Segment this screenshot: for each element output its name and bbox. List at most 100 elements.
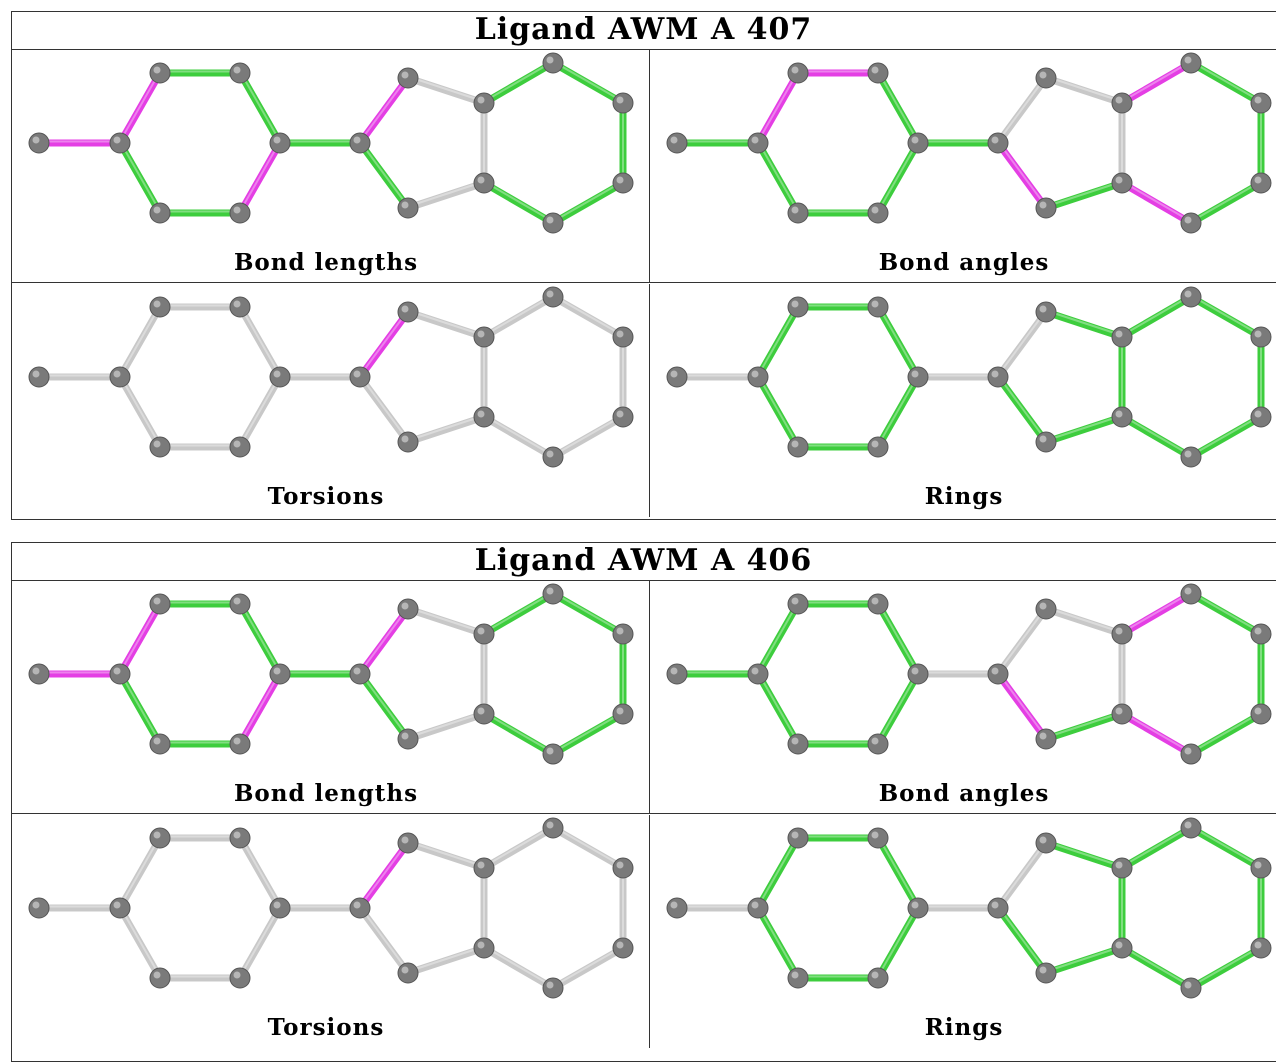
atom-icon xyxy=(109,366,131,388)
atom-icon xyxy=(1111,172,1133,194)
atom-icon xyxy=(397,301,419,323)
atom-icon xyxy=(149,202,171,224)
atom-icon xyxy=(349,897,371,919)
bond-highlight xyxy=(877,305,919,376)
bond-green xyxy=(356,139,412,212)
bond-highlight xyxy=(407,945,485,973)
atom-icon xyxy=(666,132,688,154)
atom-icon xyxy=(473,937,495,959)
atom-icon xyxy=(349,663,371,685)
bond-green xyxy=(480,590,557,638)
bond-highlight xyxy=(239,71,281,142)
bond-magenta xyxy=(1118,59,1195,107)
atom-icon xyxy=(28,897,50,919)
bond-highlight xyxy=(757,602,799,673)
atom-icon xyxy=(542,817,564,839)
bond-green xyxy=(1042,839,1126,872)
bond-highlight xyxy=(552,60,624,103)
bond-highlight xyxy=(997,309,1047,377)
atom-icon xyxy=(149,436,171,458)
atom-icon xyxy=(542,286,564,308)
bond-highlight xyxy=(483,711,554,754)
atom-icon xyxy=(473,703,495,725)
bond-grey xyxy=(236,904,284,982)
bond-green xyxy=(549,179,627,227)
molecule-diagram xyxy=(666,286,1272,468)
bond-highlight xyxy=(407,180,485,208)
bond-green xyxy=(754,904,802,982)
atom-icon xyxy=(149,733,171,755)
bond-grey xyxy=(549,293,627,341)
bond-green xyxy=(754,670,802,748)
atom-icon xyxy=(907,897,929,919)
bond-green xyxy=(236,69,284,147)
atom-icon xyxy=(149,62,171,84)
bond-highlight xyxy=(997,140,1047,208)
atom-icon xyxy=(1180,583,1202,605)
bond-green xyxy=(1042,944,1126,977)
bond-highlight xyxy=(1045,945,1123,973)
bond-highlight xyxy=(757,71,799,142)
bond-highlight xyxy=(1121,711,1192,754)
bond-grey xyxy=(356,373,412,446)
atom-icon xyxy=(1111,703,1133,725)
bond-highlight xyxy=(757,906,799,977)
bond-highlight xyxy=(1190,60,1262,103)
atom-icon xyxy=(867,967,889,989)
bond-grey xyxy=(116,373,164,451)
atom-icon xyxy=(473,623,495,645)
bond-green xyxy=(1042,308,1126,341)
bond-highlight xyxy=(359,75,409,143)
atom-icon xyxy=(28,366,50,388)
atom-icon xyxy=(787,827,809,849)
bond-grey xyxy=(356,904,412,977)
atom-icon xyxy=(787,967,809,989)
bond-green xyxy=(549,710,627,758)
bond-highlight xyxy=(757,672,799,743)
bond-grey xyxy=(994,308,1050,381)
bond-highlight xyxy=(877,71,919,142)
bond-grey xyxy=(404,179,488,212)
atom-icon xyxy=(542,977,564,999)
bond-grey xyxy=(549,413,627,461)
bond-highlight xyxy=(359,374,409,442)
atom-icon xyxy=(987,366,1009,388)
atom-icon xyxy=(747,132,769,154)
atom-icon xyxy=(1250,406,1272,428)
bond-green xyxy=(1042,413,1126,446)
atom-icon xyxy=(747,366,769,388)
bond-green xyxy=(1187,824,1265,872)
bond-green xyxy=(994,373,1050,446)
bond-highlight xyxy=(552,294,624,337)
bond-grey xyxy=(480,293,557,341)
bond-green xyxy=(116,139,164,217)
bond-green xyxy=(1042,710,1126,743)
atom-icon xyxy=(269,366,291,388)
atom-icon xyxy=(787,296,809,318)
atom-icon xyxy=(612,92,634,114)
atom-icon xyxy=(229,296,251,318)
bond-highlight xyxy=(119,602,161,673)
bond-highlight xyxy=(1045,606,1123,634)
atom-icon xyxy=(1035,598,1057,620)
bond-green xyxy=(874,69,922,147)
panel-caption: Bond angles xyxy=(878,249,1050,276)
atom-icon xyxy=(1250,703,1272,725)
bond-highlight xyxy=(552,591,624,634)
atom-icon xyxy=(1111,857,1133,879)
bond-green xyxy=(874,904,922,982)
bond-grey xyxy=(994,839,1050,912)
atom-icon xyxy=(1180,817,1202,839)
bond-green xyxy=(1118,944,1195,992)
atom-icon xyxy=(747,663,769,685)
panel-bond-lengths: Bond lengths xyxy=(12,581,650,814)
bond-green xyxy=(874,373,922,451)
bond-highlight xyxy=(239,375,281,446)
bond-grey xyxy=(404,710,488,743)
bond-grey xyxy=(116,834,164,912)
bond-highlight xyxy=(552,414,624,457)
atom-icon xyxy=(907,366,929,388)
molecule-diagram xyxy=(28,52,634,234)
atom-icon xyxy=(149,593,171,615)
bond-highlight xyxy=(1121,591,1192,634)
